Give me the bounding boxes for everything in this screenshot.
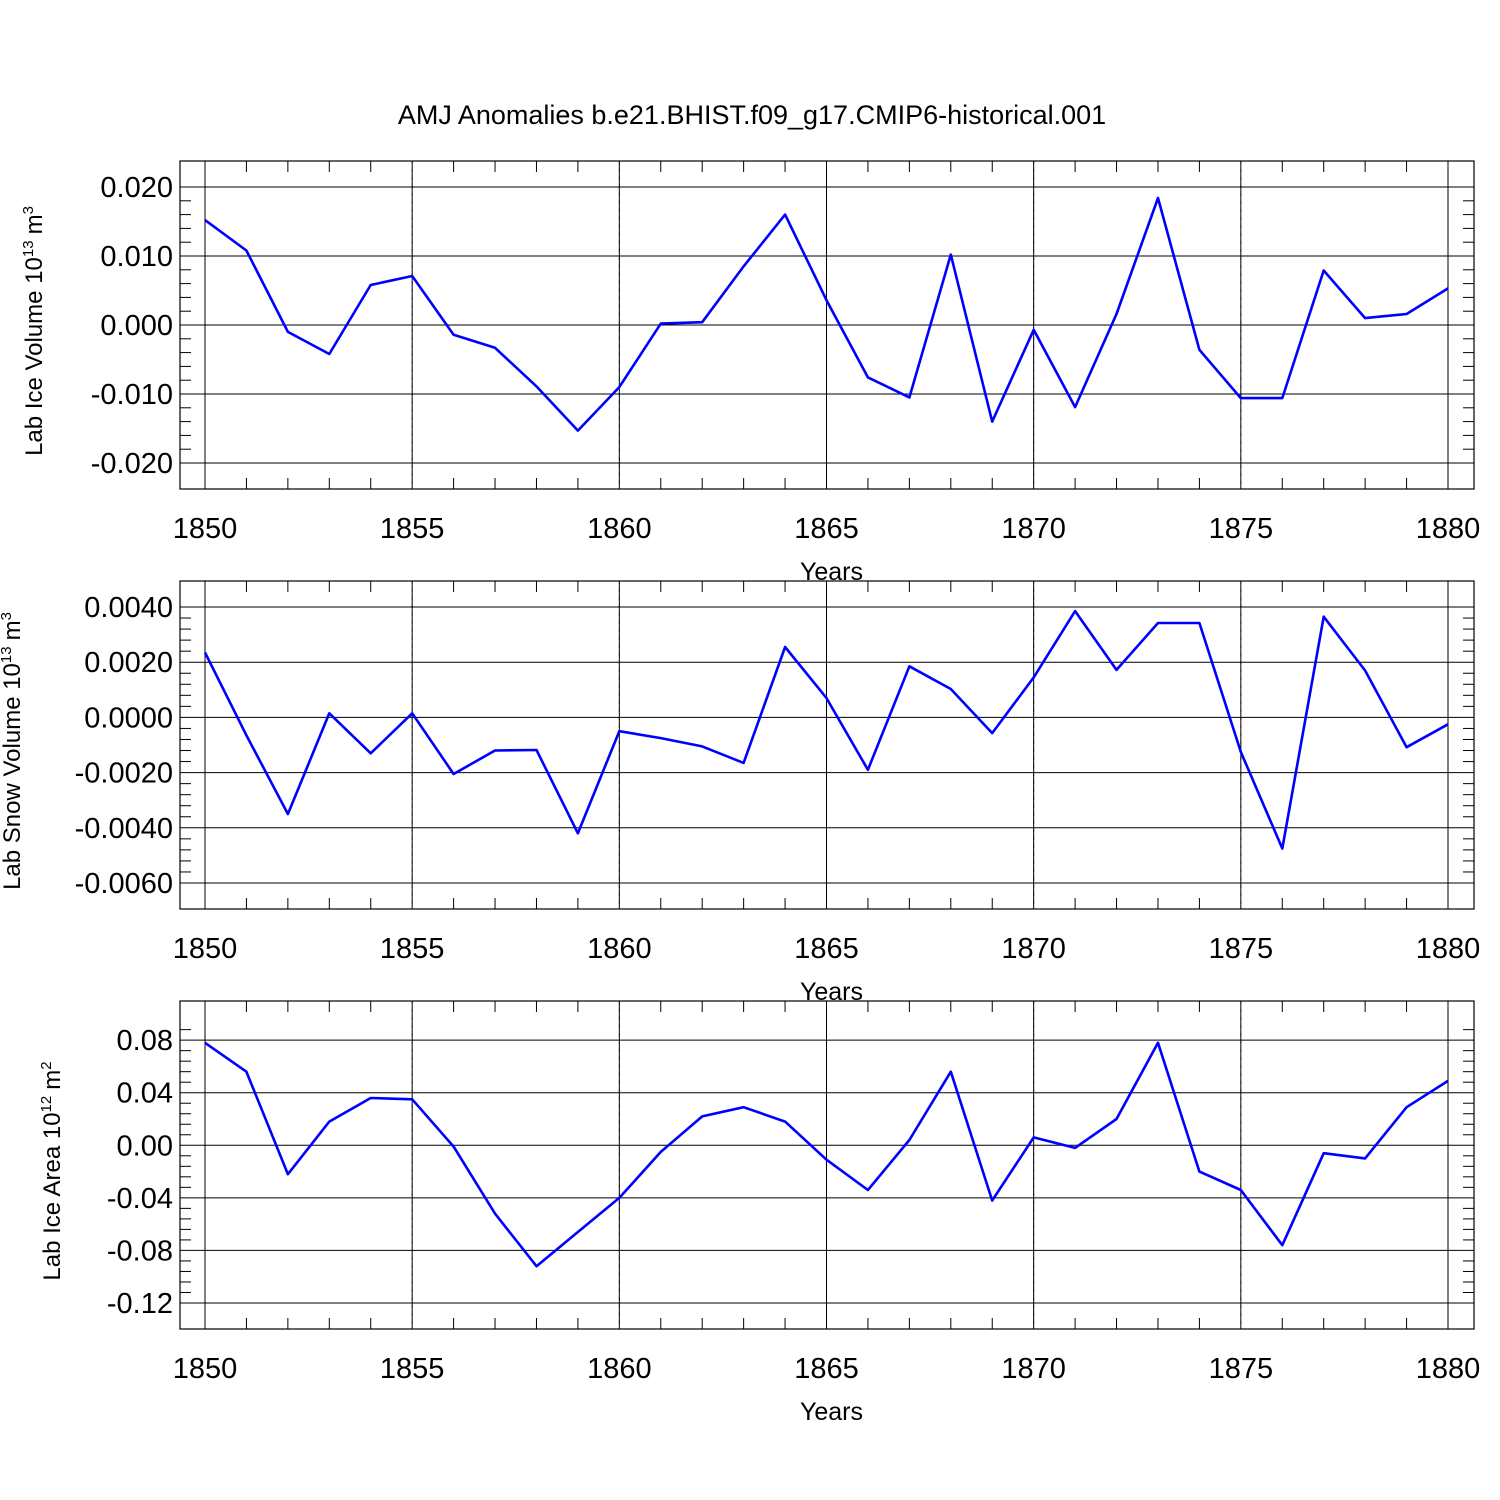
figure-title: AMJ Anomalies b.e21.BHIST.f09_g17.CMIP6-… — [398, 100, 1106, 130]
y-tick-label: -0.0020 — [75, 758, 173, 790]
y-tick-label: 0.08 — [117, 1025, 173, 1057]
x-tick-label: 1880 — [1416, 1353, 1481, 1385]
y-axis-title-exponent: 13 — [0, 646, 15, 663]
x-axis-title: Years — [800, 978, 863, 1006]
x-tick-label: 1870 — [1001, 933, 1066, 965]
x-tick-label: 1870 — [1001, 513, 1066, 545]
x-tick-label: 1855 — [380, 513, 445, 545]
y-tick-label: 0.010 — [100, 241, 173, 273]
y-tick-label: 0.0000 — [84, 702, 173, 734]
series-line — [204, 1041, 1449, 1268]
x-tick-label: 1855 — [380, 933, 445, 965]
x-tick-label: 1865 — [794, 933, 859, 965]
series-line — [204, 196, 1449, 432]
x-axis-title: Years — [800, 558, 863, 586]
x-tick-label: 1865 — [794, 513, 859, 545]
x-tick-label: 1860 — [587, 1353, 652, 1385]
x-tick-label: 1875 — [1209, 933, 1274, 965]
y-tick-label: -0.0040 — [75, 813, 173, 845]
panel-3: 0.08 0.04 0.00 -0.04 -0.08 -0.12 1850 1855 1860 1… — [38, 1000, 1481, 1426]
x-tick-label: 1875 — [1209, 1353, 1274, 1385]
x-tick-label: 1850 — [173, 1353, 238, 1385]
y-axis-title-exponent: 13 — [20, 240, 37, 257]
y-tick-label: -0.0060 — [75, 868, 173, 900]
y-tick-label: 0.0040 — [84, 592, 173, 624]
y-axis-title-main: Lab Ice Volume 10 — [21, 257, 48, 456]
y-tick-label: 0.04 — [117, 1078, 173, 1110]
y-tick-label: 0.020 — [100, 172, 173, 204]
y-axis-title-unit-exponent: 3 — [20, 206, 37, 214]
y-axis-title: Lab Ice Volume 1013 m3 — [20, 206, 48, 456]
panel-1: 0.020 0.010 0.000 -0.010 -0.020 1850 1855 1860 1… — [20, 160, 1481, 586]
x-tick-label: 1880 — [1416, 513, 1481, 545]
x-tick-label: 1875 — [1209, 513, 1274, 545]
x-axis-title: Years — [800, 1398, 863, 1426]
x-tick-label: 1865 — [794, 1353, 859, 1385]
y-tick-label: 0.0020 — [84, 647, 173, 679]
y-axis-title-unit: m — [21, 214, 48, 234]
y-tick-label: -0.010 — [91, 379, 173, 411]
y-axis-title-main: Lab Snow Volume 10 — [0, 663, 26, 890]
y-tick-label: -0.08 — [107, 1235, 173, 1267]
y-tick-label: -0.12 — [107, 1288, 173, 1320]
y-tick-label: -0.04 — [107, 1183, 173, 1215]
y-axis-title-unit-exponent: 2 — [38, 1061, 55, 1069]
x-tick-label: 1850 — [173, 933, 238, 965]
y-axis-title-exponent: 12 — [38, 1096, 55, 1113]
y-axis-title-unit: m — [39, 1070, 66, 1090]
y-tick-label: 0.00 — [117, 1130, 173, 1162]
series-line — [203, 609, 1449, 850]
y-axis-title: Lab Snow Volume 1013 m3 — [0, 612, 26, 890]
x-tick-label: 1850 — [173, 513, 238, 545]
panel-2: 0.0040 0.0020 0.0000 -0.0020 -0.0040 -0.0060 1… — [0, 580, 1481, 1006]
x-tick-label: 1855 — [380, 1353, 445, 1385]
y-axis-title-main: Lab Ice Area 10 — [39, 1112, 66, 1280]
x-tick-label: 1860 — [587, 513, 652, 545]
y-axis-title-unit: m — [0, 620, 26, 640]
x-tick-label: 1860 — [587, 933, 652, 965]
y-axis-title-unit-exponent: 3 — [0, 612, 15, 620]
x-tick-label: 1880 — [1416, 933, 1481, 965]
y-tick-label: -0.020 — [91, 448, 173, 480]
x-tick-label: 1870 — [1001, 1353, 1066, 1385]
y-axis-title: Lab Ice Area 1012 m2 — [38, 1061, 66, 1280]
y-tick-label: 0.000 — [100, 310, 173, 342]
